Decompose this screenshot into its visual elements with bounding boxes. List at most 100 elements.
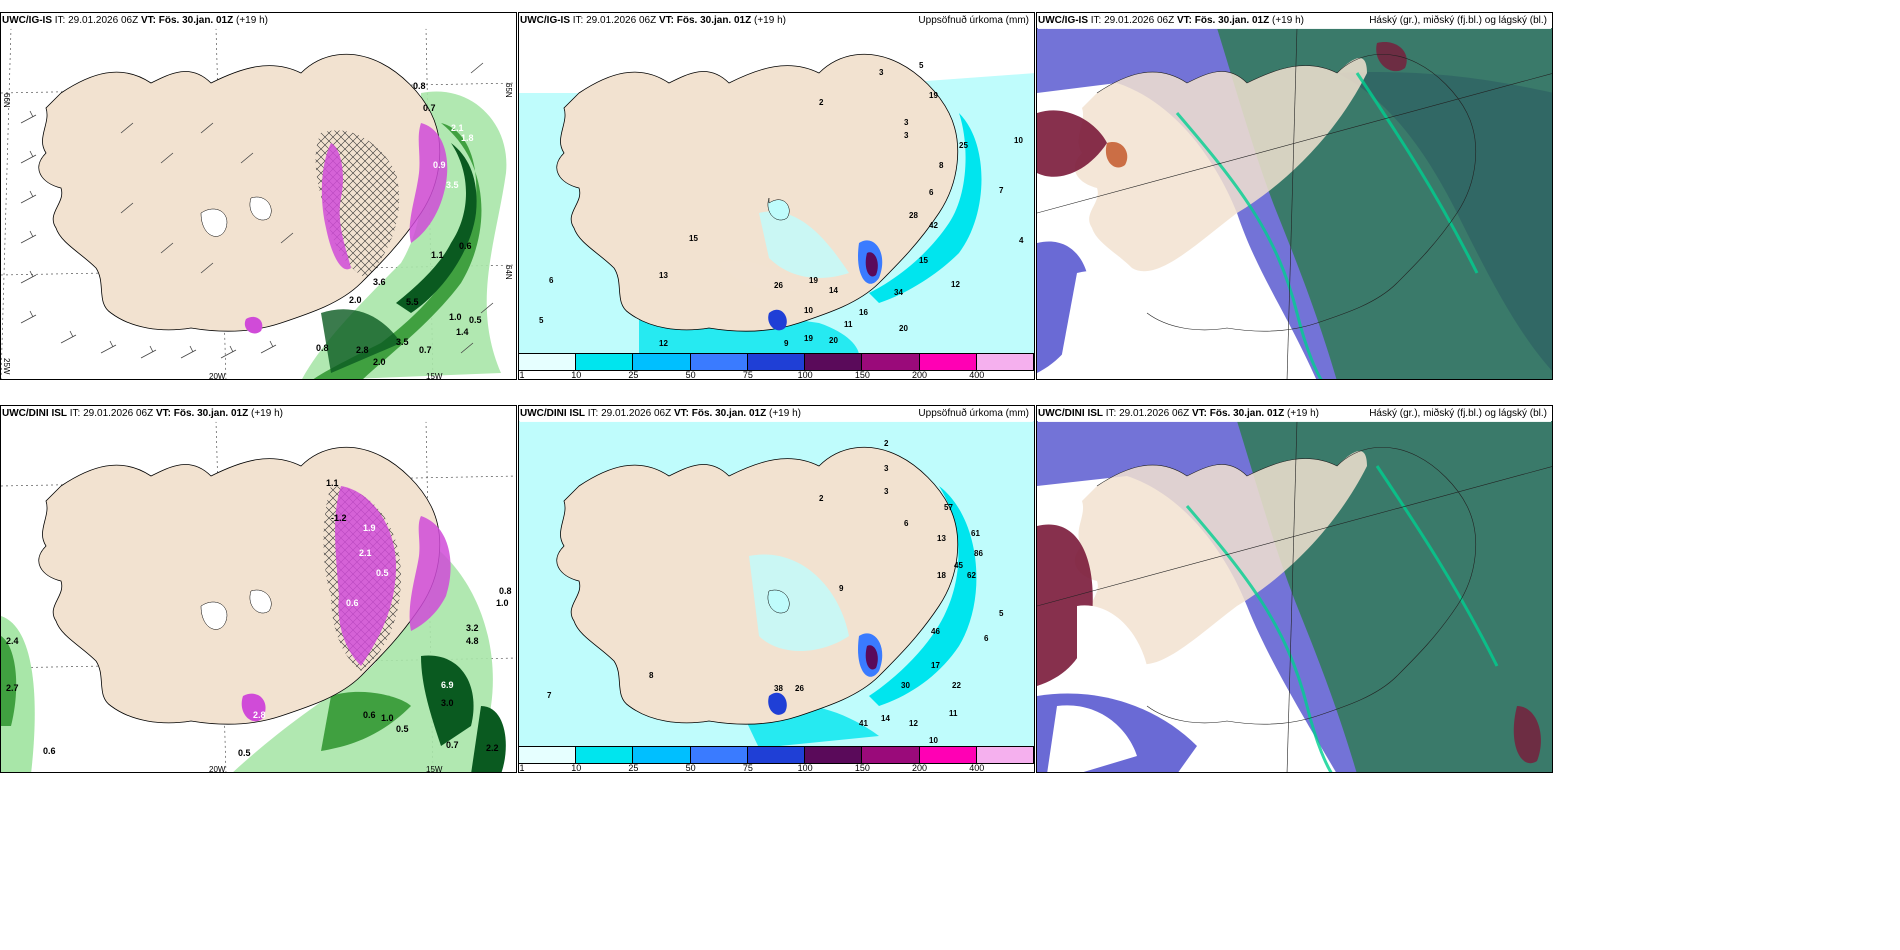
value-label: 3 <box>879 68 884 77</box>
value-label: 42 <box>929 221 938 230</box>
map-panel-accumulated-precip-igis: UWC/IG-IS IT: 29.01.2026 06Z VT: Fös. 30… <box>518 12 1035 380</box>
value-label: 2.8 <box>356 345 369 355</box>
value-label: -1.2 <box>331 513 347 523</box>
value-label: 25 <box>959 141 968 150</box>
legend-color-cell <box>919 354 977 370</box>
it-label: IT: <box>54 15 66 26</box>
map-canvas <box>1037 420 1552 772</box>
valid-time: Fös. 30.jan. 01Z <box>173 408 249 419</box>
lon-label: 20W <box>209 372 226 380</box>
value-label: 86 <box>974 549 983 558</box>
panel-header: UWC/DINI ISL IT: 29.01.2026 06Z VT: Fös.… <box>520 407 1033 422</box>
lon-label: 20W <box>209 765 226 773</box>
legend-color-cell <box>805 747 863 763</box>
value-label: 3 <box>904 118 909 127</box>
legend-threshold-label: 400 <box>969 370 985 380</box>
legend-threshold-label: 10 <box>571 763 582 773</box>
value-label: 9 <box>784 339 789 348</box>
value-label: 0.5 <box>469 315 482 325</box>
value-label: 14 <box>881 714 890 723</box>
iceland-land <box>556 53 959 332</box>
lead-time: (+19 h) <box>1272 15 1304 26</box>
value-label: 20 <box>829 336 838 345</box>
value-label: 20 <box>899 324 908 333</box>
lead-time: (+19 h) <box>769 408 801 419</box>
value-label: 11 <box>949 709 958 718</box>
legend-color-cell <box>633 354 691 370</box>
value-label: 2.1 <box>359 548 372 558</box>
value-label: 7 <box>999 186 1004 195</box>
it-label: IT: <box>1105 408 1117 419</box>
value-label: 19 <box>929 91 938 100</box>
value-label: 3.6 <box>373 277 386 287</box>
value-label: 2.0 <box>373 357 386 367</box>
it-label: IT: <box>572 15 584 26</box>
panel-title: Háský (gr.), miðský (fj.bl.) og lágský (… <box>1369 408 1547 419</box>
lat-label: 66N <box>2 93 11 108</box>
vt-label: VT: <box>673 408 689 419</box>
map-panel-wind-precip-type-dini: UWC/DINI ISL IT: 29.01.2026 06Z VT: Fös.… <box>0 405 517 773</box>
value-label: 12 <box>659 339 668 348</box>
value-label: 0.6 <box>363 710 376 720</box>
value-label: 15 <box>689 234 698 243</box>
value-label: 1.0 <box>381 713 394 723</box>
value-label: 1.1 <box>326 478 339 488</box>
lon-label: 15W <box>426 765 443 773</box>
value-label: 3.5 <box>446 180 459 190</box>
value-label: 0.8 <box>316 343 329 353</box>
panel-title: Háský (gr.), miðský (fj.bl.) og lágský (… <box>1369 15 1547 26</box>
value-label: 45 <box>954 561 963 570</box>
value-label: 57 <box>944 503 953 512</box>
model-name: UWC/DINI ISL <box>2 408 67 419</box>
legend-color-cell <box>576 354 634 370</box>
value-label: 2.2 <box>486 743 499 753</box>
panel-title: Uppsöfnuð úrkoma (mm) <box>918 408 1029 419</box>
value-label: 6.9 <box>441 680 454 690</box>
valid-time: Fös. 30.jan. 01Z <box>691 408 767 419</box>
init-time: 29.01.2026 06Z <box>68 15 139 26</box>
legend-threshold-label: 50 <box>685 370 696 380</box>
model-name: UWC/DINI ISL <box>1038 408 1103 419</box>
valid-time: Fös. 30.jan. 01Z <box>1194 15 1270 26</box>
map-panel-cloud-cover-igis: UWC/IG-IS IT: 29.01.2026 06Z VT: Fös. 30… <box>1036 12 1553 380</box>
legend-color-cell <box>519 354 577 370</box>
value-label: 1.0 <box>496 598 509 608</box>
value-label: 0.6 <box>43 746 56 756</box>
lat-label: 65N <box>504 83 513 98</box>
value-label: 0.6 <box>346 598 359 608</box>
value-label: 0.7 <box>423 103 436 113</box>
vt-label: VT: <box>140 15 156 26</box>
legend-threshold-label: 200 <box>912 763 928 773</box>
value-label: 0.7 <box>446 740 459 750</box>
value-label: 10 <box>1014 136 1023 145</box>
legend-color-cell <box>576 747 634 763</box>
value-label: 2.0 <box>349 295 362 305</box>
legend-threshold-label: 10 <box>571 370 582 380</box>
legend-color-cell <box>690 747 748 763</box>
map-panel-accumulated-precip-dini: UWC/DINI ISL IT: 29.01.2026 06Z VT: Fös.… <box>518 405 1035 773</box>
lon-label: 15W <box>426 372 443 380</box>
value-label: 16 <box>859 308 868 317</box>
model-name: UWC/IG-IS <box>1038 15 1088 26</box>
it-label: IT: <box>587 408 599 419</box>
panel-header: UWC/DINI ISL IT: 29.01.2026 06Z VT: Fös.… <box>2 407 515 422</box>
model-name: UWC/IG-IS <box>2 15 52 26</box>
legend-color-cell <box>633 747 691 763</box>
vt-label: VT: <box>1191 408 1207 419</box>
value-label: 17 <box>931 661 940 670</box>
value-label: 10 <box>804 306 813 315</box>
value-label: 2 <box>819 494 824 503</box>
map-panel-cloud-cover-dini: UWC/DINI ISL IT: 29.01.2026 06Z VT: Fös.… <box>1036 405 1553 773</box>
panel-title: Uppsöfnuð úrkoma (mm) <box>918 15 1029 26</box>
vt-label: VT: <box>155 408 171 419</box>
legend-color-cell <box>805 354 863 370</box>
value-label: 0.5 <box>376 568 389 578</box>
value-label: 2.4 <box>6 636 19 646</box>
value-label: 5.5 <box>406 297 419 307</box>
value-label: 2.8 <box>253 710 266 720</box>
legend-color-cell <box>919 747 977 763</box>
value-label: 8 <box>649 671 654 680</box>
value-label: 18 <box>937 571 946 580</box>
legend-threshold-label: 25 <box>628 763 639 773</box>
value-label: 0.9 <box>433 160 446 170</box>
